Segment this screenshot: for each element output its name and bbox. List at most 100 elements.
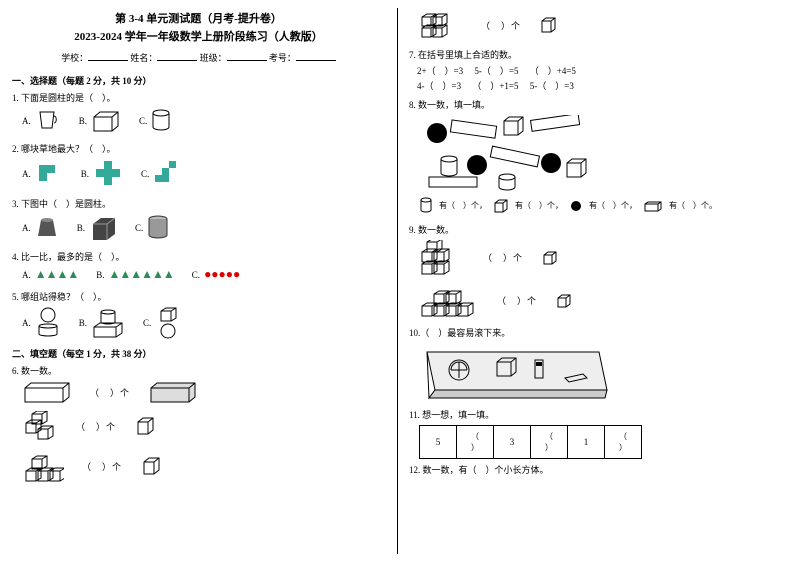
q4-optA: A.	[22, 270, 31, 280]
class-label: 班级：	[200, 51, 227, 64]
cubes3-icon	[22, 411, 58, 441]
cube-mini3-icon	[555, 292, 573, 310]
q8-answers: 有（ ）个， 有（ ）个， 有（ ）个， 有（ ）个。	[419, 197, 782, 215]
q11-table: 5 （） 3 （） 1 （）	[419, 425, 642, 459]
q2-optA: A.	[22, 169, 31, 179]
left-column: 第 3-4 单元测试题（月考-提升卷） 2023-2024 学年一年级数学上册阶…	[0, 0, 397, 562]
section1-heading: 一、选择题（每题 2 分，共 10 分）	[12, 74, 385, 87]
q3-optC: C.	[135, 223, 143, 233]
q9-stem: 9. 数一数。	[409, 223, 782, 236]
q2-optB: B.	[81, 169, 89, 179]
cubes-group2-icon	[419, 284, 479, 318]
q2-stem: 2. 哪块草地最大？（ ）。	[12, 142, 385, 155]
title-line1: 第 3-4 单元测试题（月考-提升卷）	[12, 10, 385, 26]
q6-row3: （ ）个	[22, 449, 385, 483]
cube-mini-icon	[493, 198, 509, 214]
q7-line1: 2+（ ）=3 5-（ ）=5 （ ）+4=5	[417, 64, 782, 79]
q6-row2: （ ）个	[22, 411, 385, 441]
ball-on-cyl-icon	[35, 307, 61, 339]
q4-stem: 4. 比一比，最多的是（ ）。	[12, 250, 385, 263]
cup-icon	[35, 108, 61, 134]
cubes-stack-icon	[22, 449, 64, 483]
cube-on-ball-icon	[155, 307, 181, 339]
q7-stem: 7. 在括号里填上合适的数。	[409, 48, 782, 61]
cylinder2-icon	[147, 214, 169, 242]
q11-c4: （）	[531, 425, 568, 458]
grass-c-icon	[153, 161, 181, 187]
q10-figure	[419, 342, 782, 404]
q11-stem: 11. 想一想，填一填。	[409, 408, 782, 421]
q1-optC: C.	[139, 116, 147, 126]
q11-c5: 1	[568, 425, 605, 458]
q8-stem: 8. 数一数，填一填。	[409, 98, 782, 111]
q6-row1: （ ）个	[22, 381, 385, 403]
cube-small3-icon	[539, 15, 559, 35]
ball-mini-icon	[569, 199, 583, 213]
q9-blank1: （ ）个	[483, 251, 523, 264]
cyl-mini-icon	[419, 197, 433, 215]
q2-optC: C.	[141, 169, 149, 179]
q9-blank2: （ ）个	[497, 294, 537, 307]
cyl-on-cuboid-icon	[91, 307, 125, 339]
q3-optA: A.	[22, 223, 31, 233]
q6-row4: （ ）个	[419, 10, 782, 40]
q5-optC: C.	[143, 318, 151, 328]
q3-stem: 3. 下图中（ ）是圆柱。	[12, 197, 385, 210]
q4-optC: C.	[192, 270, 200, 280]
q1-optB: B.	[79, 116, 87, 126]
q6-blank1: （ ）个	[90, 386, 130, 399]
q9-fig1: （ ）个	[419, 240, 782, 276]
info-line: 学校： 姓名： 班级： 考号：	[12, 50, 385, 64]
cube-mini2-icon	[541, 249, 559, 267]
q6-blank3: （ ）个	[82, 460, 122, 473]
triangles-6-icon: ▲▲▲▲▲▲	[109, 267, 174, 282]
q7-line2: 4-（ ）=3 （ ）+1=5 5-（ ）=3	[417, 79, 782, 94]
q11-c1: 5	[420, 425, 457, 458]
school-label: 学校：	[61, 51, 88, 64]
grass-a-icon	[35, 161, 63, 187]
q5-optB: B.	[79, 318, 87, 328]
q3-optB: B.	[77, 223, 85, 233]
q6-blank4: （ ）个	[481, 19, 521, 32]
cube-small2-icon	[140, 455, 162, 477]
q6-blank2: （ ）个	[76, 420, 116, 433]
shapes-mix-icon	[419, 115, 589, 193]
q5-options: A. B. C.	[22, 307, 385, 339]
q4-options: A. ▲▲▲▲ B. ▲▲▲▲▲▲ C. ●●●●●	[22, 267, 385, 282]
title-line2: 2023-2024 学年一年级数学上册阶段练习（人教版）	[12, 28, 385, 44]
cubes-group1-icon	[419, 240, 465, 276]
dots-5-icon: ●●●●●	[204, 267, 240, 282]
cuboid-long2-icon	[148, 381, 198, 403]
q5-optA: A.	[22, 318, 31, 328]
cuboid-long-icon	[22, 381, 72, 403]
section2-heading: 二、填空题（每空 1 分，共 38 分）	[12, 347, 385, 360]
q2-options: A. B. C.	[22, 159, 385, 189]
grass-b-icon	[93, 159, 123, 189]
name-label: 姓名：	[130, 51, 157, 64]
cylinder-icon	[151, 109, 171, 133]
q9-fig2: （ ）个	[419, 284, 782, 318]
q8-figure	[419, 115, 782, 193]
q12-stem: 12. 数一数，有（ ）个小长方体。	[409, 463, 782, 476]
q1-stem: 1. 下面是圆柱的是（ ）。	[12, 91, 385, 104]
triangles-4-icon: ▲▲▲▲	[35, 267, 79, 282]
cubes5-icon	[419, 10, 463, 40]
frustum-icon	[35, 216, 59, 240]
q4-optB: B.	[96, 270, 104, 280]
ramp-icon	[419, 342, 609, 404]
q11-c3: 3	[494, 425, 531, 458]
q1-optA: A.	[22, 116, 31, 126]
cuboid-icon	[91, 110, 121, 132]
cube-icon	[89, 214, 117, 242]
q10-stem: 10.（ ）最容易滚下来。	[409, 326, 782, 339]
cube-small-icon	[134, 415, 156, 437]
cuboid-mini-icon	[643, 200, 663, 212]
q3-options: A. B. C.	[22, 214, 385, 242]
q1-options: A. B. C.	[22, 108, 385, 134]
q11-c6: （）	[605, 425, 642, 458]
seat-label: 考号：	[269, 51, 296, 64]
q5-stem: 5. 哪组站得稳？（ ）。	[12, 290, 385, 303]
q11-c2: （）	[457, 425, 494, 458]
q6-stem: 6. 数一数。	[12, 364, 385, 377]
right-column: （ ）个 7. 在括号里填上合适的数。 2+（ ）=3 5-（ ）=5 （ ）+…	[397, 0, 794, 562]
